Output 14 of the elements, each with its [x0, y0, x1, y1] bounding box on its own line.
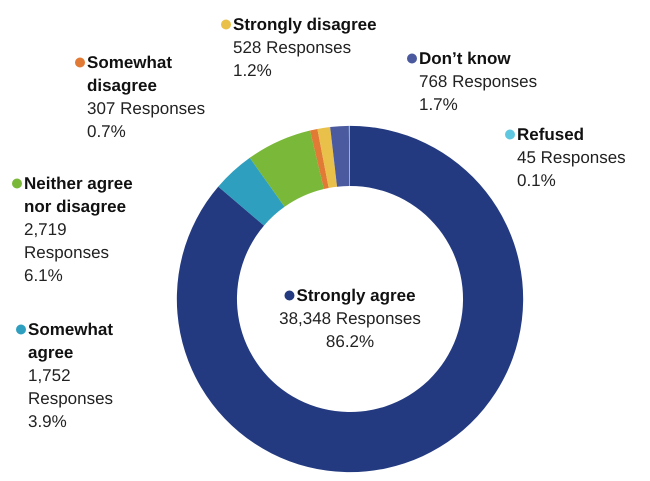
legend-label: Neither agree nor disagree: [24, 174, 133, 216]
legend-label: Strongly disagree: [233, 15, 377, 34]
data-label: 528 Responses 1.2%: [233, 38, 352, 80]
legend-label: Somewhat disagree: [87, 53, 172, 95]
data-label: 1,752 Responses 3.9%: [28, 366, 114, 431]
legend-label: Somewhat agree: [28, 320, 114, 362]
data-label: 2,719 Responses 6.1%: [24, 220, 110, 285]
legend-label: Don’t know: [419, 49, 512, 68]
data-label: 45 Responses 0.1%: [517, 148, 626, 190]
data-label: 307 Responses 0.7%: [87, 99, 206, 141]
legend-label: Refused: [517, 125, 584, 144]
legend-label: Strongly agree: [296, 286, 416, 305]
data-label: 38,348 Responses 86.2%: [279, 309, 421, 351]
data-label: 768 Responses 1.7%: [419, 72, 538, 114]
